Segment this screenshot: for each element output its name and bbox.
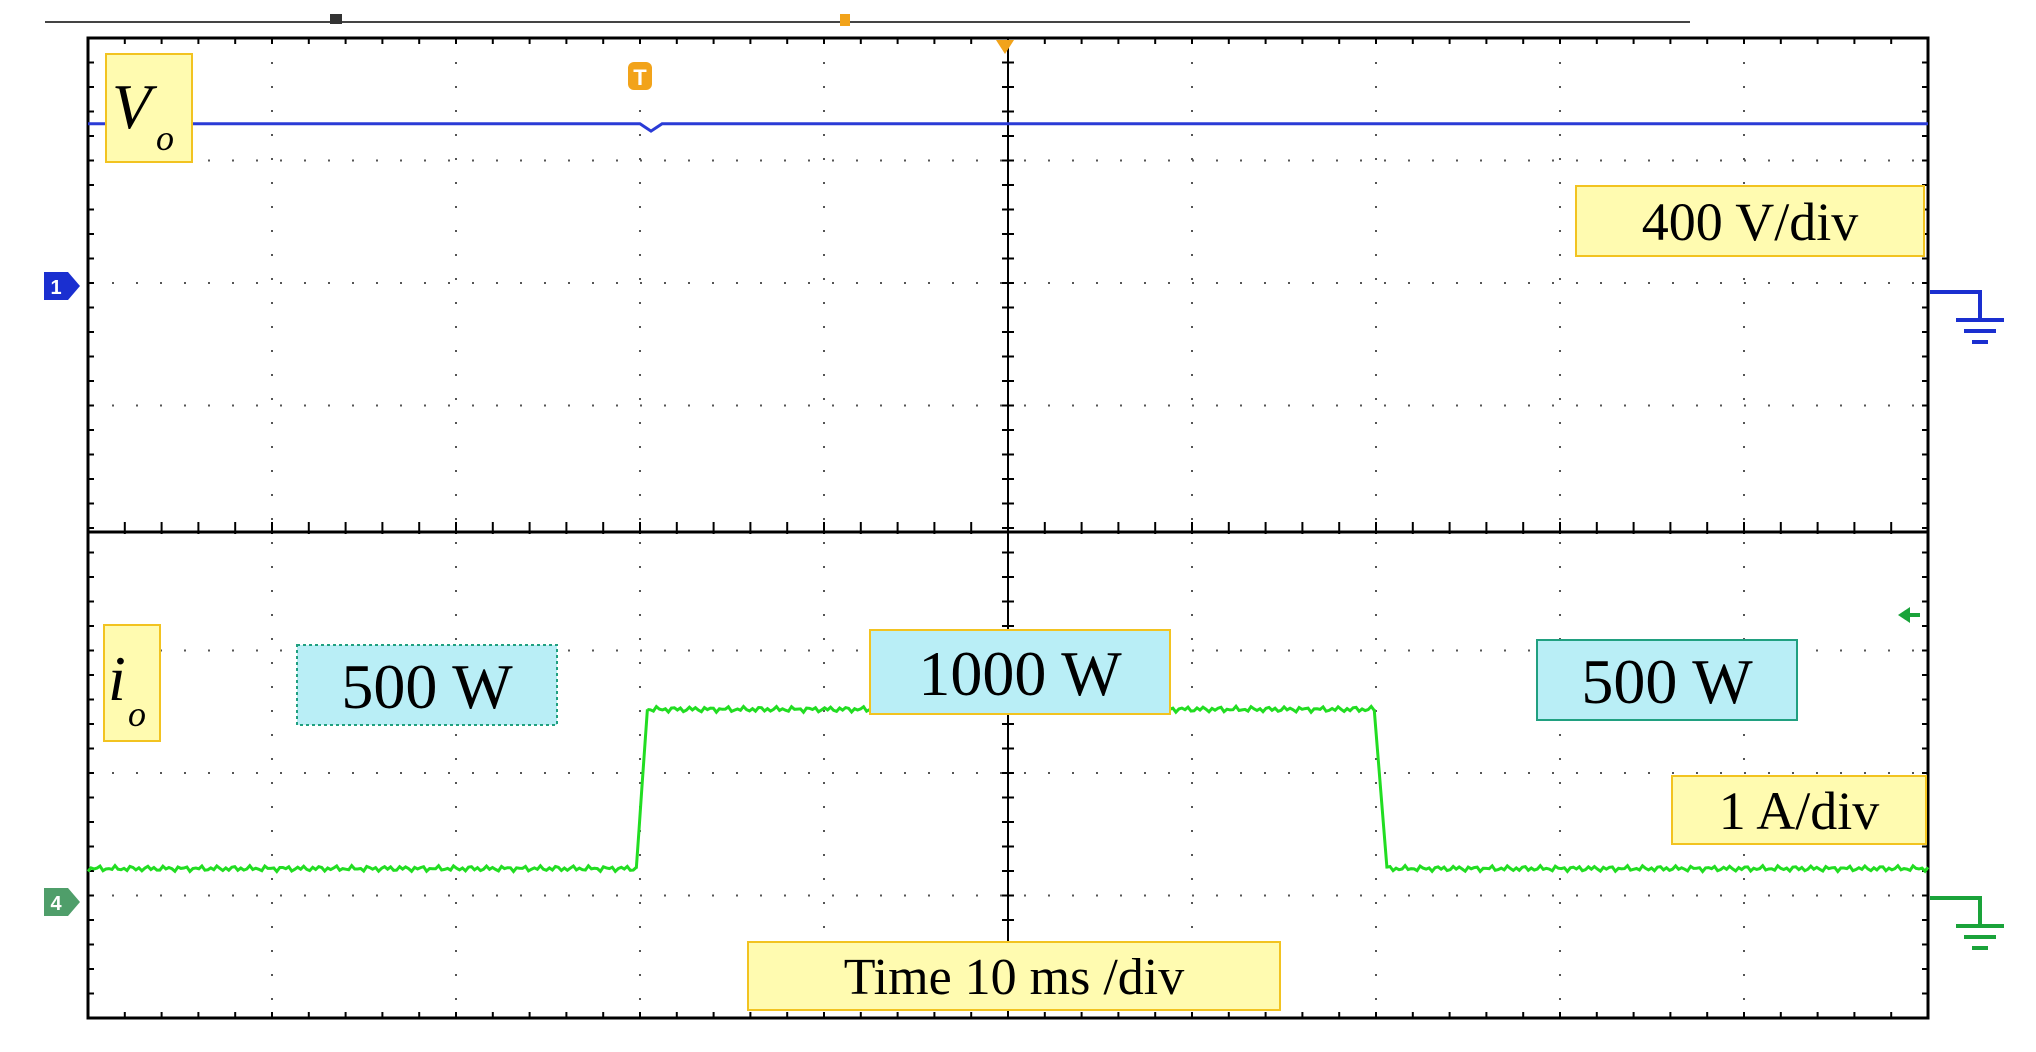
trigger-time-marker — [996, 40, 1014, 54]
power-label-1: 500 W — [341, 651, 513, 722]
channel-2-name-box: i o — [103, 624, 161, 742]
time-scale-box: Time 10 ms /div — [747, 941, 1281, 1011]
channel-2-name-subscript: o — [128, 694, 146, 734]
trigger-marker: T — [628, 62, 652, 90]
power-label-box-1: 500 W — [296, 644, 558, 726]
top-header-strip — [45, 14, 1690, 26]
channel-1-marker: 1 — [44, 272, 80, 300]
power-label-box-2: 1000 W — [869, 629, 1171, 715]
channel-2-scale-box: 1 A/div — [1671, 775, 1927, 845]
trace-voltage — [88, 122, 1928, 133]
trigger-position-marker — [840, 14, 850, 26]
channel-4-ground-icon — [1930, 896, 2004, 950]
channel-1-scale-label: 400 V/div — [1642, 192, 1859, 252]
level-arrow-icon — [1898, 607, 1920, 623]
trigger-marker-label: T — [633, 65, 647, 90]
channel-1-name-subscript: o — [156, 118, 174, 158]
channel-4-marker: 4 — [44, 888, 80, 916]
channel-1-scale-box: 400 V/div — [1575, 185, 1925, 257]
time-scale-label: Time 10 ms /div — [844, 949, 1185, 1006]
channel-1-ground-icon — [1930, 290, 2004, 344]
channel-1-marker-label: 1 — [50, 277, 61, 299]
channel-4-marker-label: 4 — [50, 893, 62, 915]
grid — [87, 37, 1929, 1019]
channel-2-scale-label: 1 A/div — [1719, 781, 1880, 841]
channel-2-name: i — [108, 643, 126, 714]
channel-1-name-box: V o — [105, 53, 193, 163]
channel-1-name: V — [112, 71, 158, 142]
power-label-box-3: 500 W — [1536, 639, 1798, 721]
power-label-2: 1000 W — [918, 638, 1122, 709]
power-label-3: 500 W — [1581, 646, 1753, 717]
